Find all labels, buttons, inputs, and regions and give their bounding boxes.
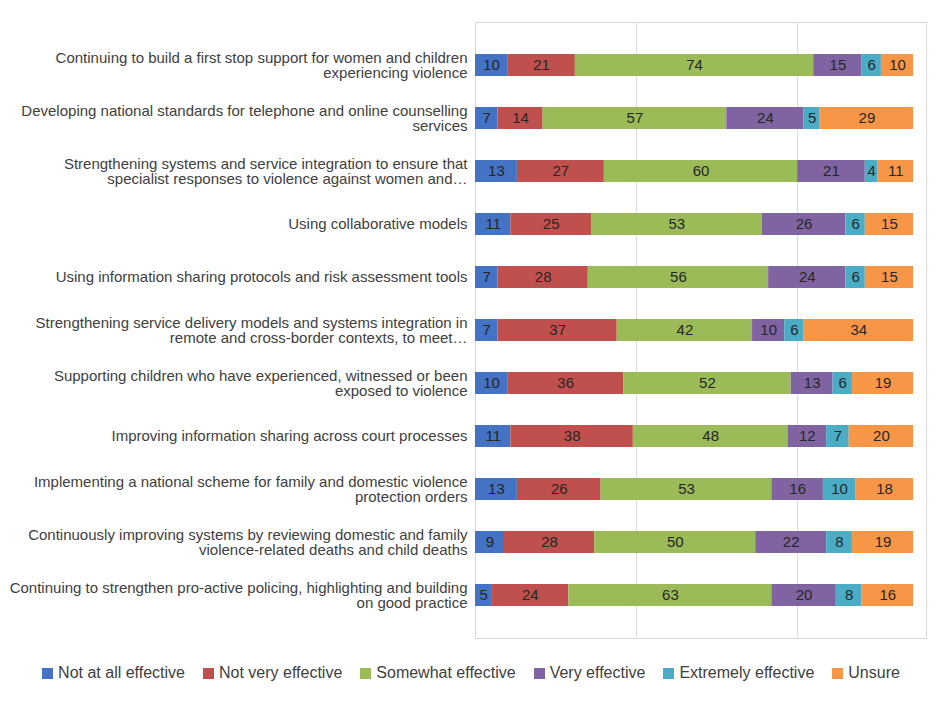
svg-text:37: 37 — [549, 321, 566, 338]
svg-text:28: 28 — [541, 533, 558, 550]
svg-text:16: 16 — [789, 480, 806, 497]
svg-text:22: 22 — [783, 533, 800, 550]
svg-text:7: 7 — [483, 321, 491, 338]
svg-text:29: 29 — [859, 109, 876, 126]
html-text:Not very effective: Not very effective — [219, 664, 343, 681]
svg-text:Developing national standards: Developing national standards for teleph… — [21, 102, 467, 134]
svg-text:53: 53 — [668, 215, 685, 232]
svg-text:19: 19 — [875, 374, 892, 391]
svg-text:25: 25 — [543, 215, 560, 232]
svg-text:24: 24 — [799, 268, 816, 285]
svg-text:20: 20 — [873, 427, 890, 444]
html-text:Somewhat effective: Somewhat effective — [376, 664, 516, 681]
svg-text:10: 10 — [831, 480, 848, 497]
svg-text:Strengthening service delivery: Strengthening service delivery models an… — [36, 314, 468, 346]
svg-text:Strengthening systems and serv: Strengthening systems and service integr… — [64, 155, 468, 187]
svg-text:15: 15 — [881, 268, 898, 285]
svg-text:5: 5 — [808, 109, 816, 126]
svg-text:5: 5 — [479, 586, 487, 603]
svg-text:7: 7 — [483, 109, 491, 126]
svg-text:10: 10 — [483, 374, 500, 391]
svg-text:15: 15 — [881, 215, 898, 232]
svg-text:11: 11 — [485, 215, 501, 232]
svg-text:Supporting children who have e: Supporting children who have experienced… — [54, 367, 468, 399]
svg-text:6: 6 — [868, 56, 876, 73]
html-text:Not at all effective: Not at all effective — [58, 664, 185, 681]
svg-text:27: 27 — [553, 162, 570, 179]
svg-text:Using information sharing prot: Using information sharing protocols and … — [56, 268, 468, 285]
svg-text:9: 9 — [486, 533, 494, 550]
svg-text:48: 48 — [702, 427, 719, 444]
svg-text:Continuously improving systems: Continuously improving systems by review… — [28, 526, 468, 558]
html-text:Extremely effective: Extremely effective — [679, 664, 815, 681]
svg-text:13: 13 — [488, 162, 505, 179]
svg-text:16: 16 — [879, 586, 896, 603]
svg-text:20: 20 — [796, 586, 813, 603]
svg-text:6: 6 — [790, 321, 798, 338]
svg-text:Continuing to strengthen pro-a: Continuing to strengthen pro-active poli… — [10, 579, 468, 611]
svg-text:28: 28 — [535, 268, 552, 285]
svg-text:12: 12 — [799, 427, 816, 444]
svg-text:14: 14 — [512, 109, 529, 126]
html-text:Very effective: Very effective — [549, 664, 646, 681]
svg-text:6: 6 — [839, 374, 847, 391]
svg-text:10: 10 — [889, 56, 906, 73]
svg-text:10: 10 — [483, 56, 500, 73]
svg-text:26: 26 — [551, 480, 568, 497]
svg-text:50: 50 — [667, 533, 684, 550]
svg-text:53: 53 — [678, 480, 695, 497]
svg-text:13: 13 — [488, 480, 505, 497]
svg-text:63: 63 — [662, 586, 679, 603]
svg-text:74: 74 — [686, 56, 703, 73]
svg-text:56: 56 — [670, 268, 687, 285]
svg-text:15: 15 — [830, 56, 847, 73]
svg-text:24: 24 — [522, 586, 539, 603]
svg-text:11: 11 — [888, 162, 904, 179]
html-text:Unsure: Unsure — [848, 664, 900, 681]
svg-text:34: 34 — [851, 321, 868, 338]
svg-text:Continuing to build a first st: Continuing to build a first stop support… — [56, 49, 468, 81]
svg-text:57: 57 — [627, 109, 644, 126]
svg-text:24: 24 — [757, 109, 774, 126]
svg-text:13: 13 — [804, 374, 821, 391]
svg-text:6: 6 — [851, 268, 859, 285]
svg-text:Implementing a national scheme: Implementing a national scheme for famil… — [34, 473, 468, 505]
svg-text:18: 18 — [876, 480, 893, 497]
svg-text:21: 21 — [533, 56, 550, 73]
svg-text:Using collaborative models: Using collaborative models — [288, 215, 467, 232]
svg-text:26: 26 — [796, 215, 813, 232]
svg-text:38: 38 — [564, 427, 581, 444]
svg-text:4: 4 — [868, 162, 876, 179]
svg-text:10: 10 — [760, 321, 777, 338]
svg-text:60: 60 — [693, 162, 710, 179]
svg-text:52: 52 — [699, 374, 716, 391]
svg-text:7: 7 — [483, 268, 491, 285]
svg-text:7: 7 — [834, 427, 842, 444]
svg-text:8: 8 — [845, 586, 853, 603]
svg-text:19: 19 — [875, 533, 892, 550]
svg-text:11: 11 — [485, 427, 501, 444]
svg-text:Improving information sharing: Improving information sharing across cou… — [112, 427, 468, 444]
svg-text:36: 36 — [557, 374, 574, 391]
svg-text:6: 6 — [851, 215, 859, 232]
svg-text:42: 42 — [677, 321, 694, 338]
svg-text:21: 21 — [823, 162, 840, 179]
svg-text:8: 8 — [835, 533, 843, 550]
